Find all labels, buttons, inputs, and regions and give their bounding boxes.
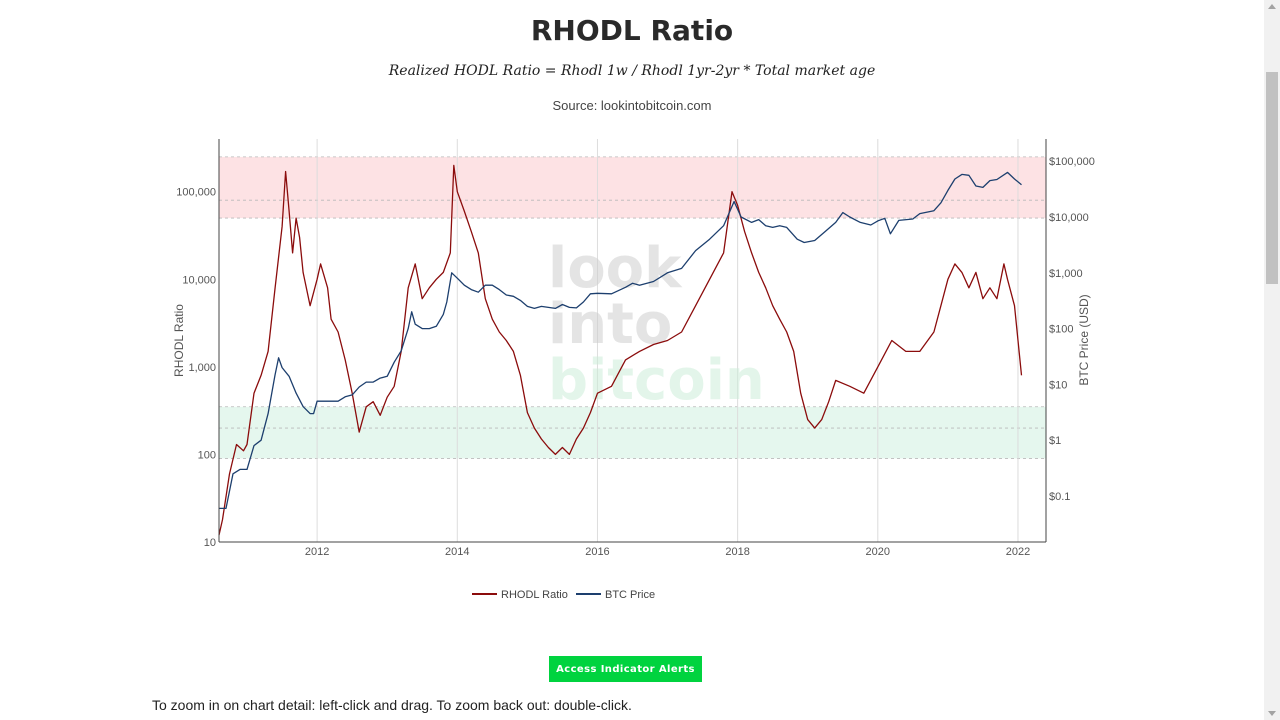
x-tick-label: 2020 xyxy=(866,546,890,558)
series-line-btc-price xyxy=(219,171,1022,510)
scroll-thumb[interactable] xyxy=(1266,72,1278,284)
y-right-tick-label: $100,000 xyxy=(1049,156,1095,168)
y-left-tick-label: 100 xyxy=(198,449,216,461)
y-left-tick-label: 100,000 xyxy=(176,187,216,199)
band-red xyxy=(219,156,1046,219)
watermark-bitcoin: bitcoin xyxy=(548,348,765,413)
series-line-rhodl xyxy=(218,164,1023,536)
scrollbar[interactable] xyxy=(1264,0,1280,720)
legend: RHODL Ratio BTC Price xyxy=(472,589,655,601)
y-right-tick-label: $1,000 xyxy=(1049,268,1083,280)
band-green xyxy=(219,406,1046,459)
y-left-tick-label: 1,000 xyxy=(188,362,216,374)
y-right-tick-label: $0.1 xyxy=(1049,491,1070,503)
y-right-tick-label: $100 xyxy=(1049,324,1073,336)
y-right-tick-label: $1 xyxy=(1049,435,1061,447)
x-tick-label: 2022 xyxy=(1006,546,1030,558)
watermark-look: look xyxy=(548,236,683,301)
y-right-axis-title: BTC Price (USD) xyxy=(1077,294,1091,385)
x-tick-label: 2018 xyxy=(725,546,749,558)
y-left-axis-title: RHODL Ratio xyxy=(172,304,186,377)
access-indicator-alerts-button[interactable]: Access Indicator Alerts xyxy=(549,656,702,682)
x-tick-label: 2014 xyxy=(445,546,469,558)
grid-layer xyxy=(316,139,1019,542)
scroll-up-arrow-icon[interactable] xyxy=(1268,4,1276,9)
y-left-tick-label: 10,000 xyxy=(182,274,216,286)
rhodl-chart[interactable]: look into bitcoin 2012 2014 2016 2018 2020 20… xyxy=(0,0,1264,620)
legend-label-btc: BTC Price xyxy=(605,589,655,601)
y-left-tick-label: 10 xyxy=(204,537,216,549)
x-tick-label: 2016 xyxy=(585,546,609,558)
x-tick-label: 2012 xyxy=(305,546,329,558)
source-text: Source: lookintobitcoin.com xyxy=(552,98,712,113)
y-right-tick-label: $10 xyxy=(1049,379,1067,391)
watermark-into: into xyxy=(548,292,672,357)
y-right-tick-label: $10,000 xyxy=(1049,212,1089,224)
axes-layer: 2012 2014 2016 2018 2020 2022 10 100 1,000 10,000… xyxy=(172,139,1095,558)
series-layer xyxy=(218,164,1023,536)
page-title: RHODL Ratio xyxy=(530,14,734,47)
legend-label-rhodl: RHODL Ratio xyxy=(501,589,568,601)
zoom-instructions: To zoom in on chart detail: left-click a… xyxy=(152,697,632,713)
watermark: look into bitcoin xyxy=(548,236,765,413)
formula-subtitle: Realized HODL Ratio = Rhodl 1w / Rhodl 1… xyxy=(388,63,876,79)
scroll-down-arrow-icon[interactable] xyxy=(1268,711,1276,716)
bands-layer xyxy=(219,156,1046,459)
